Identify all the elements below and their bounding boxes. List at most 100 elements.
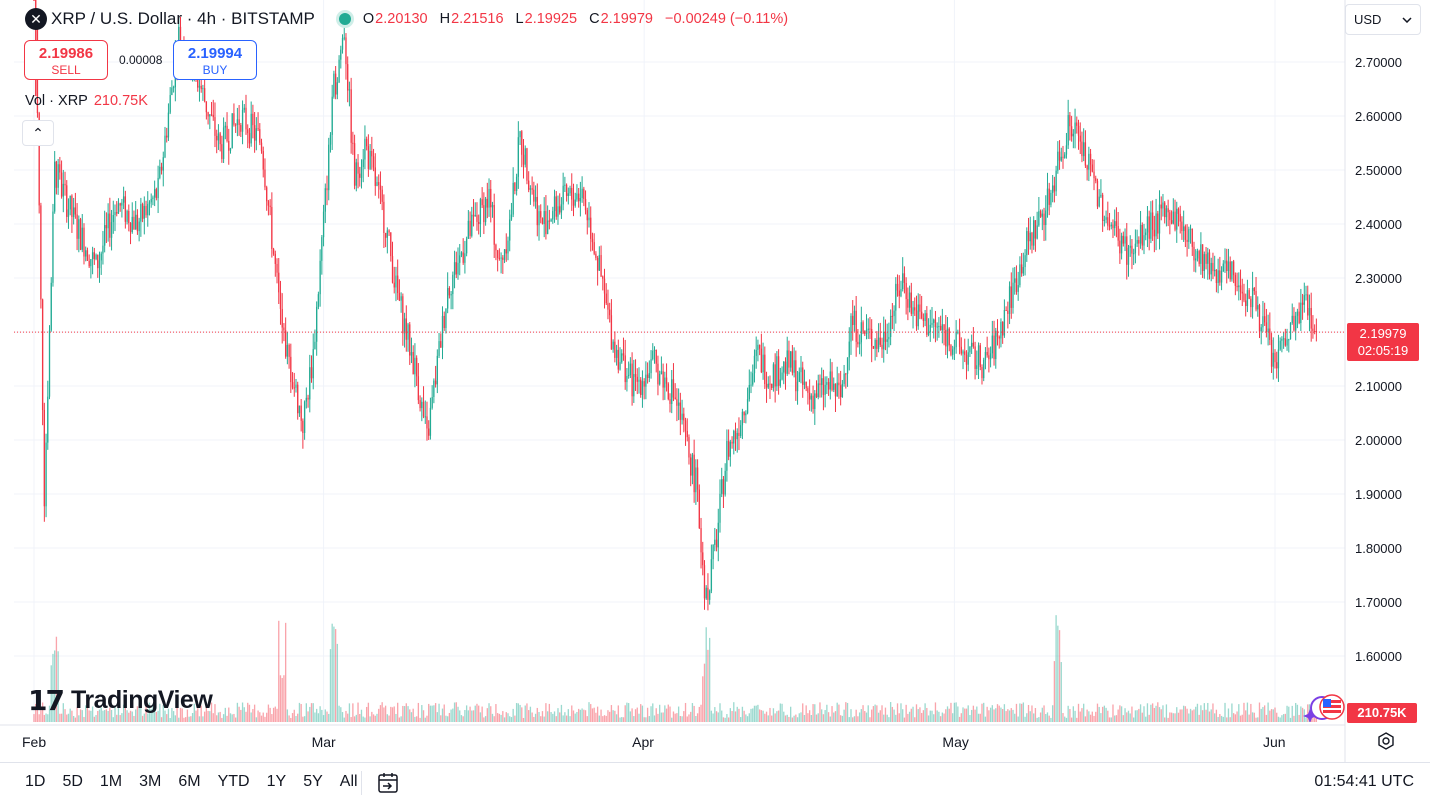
price-tick-label: 1.90000 xyxy=(1355,487,1402,502)
volume-bar xyxy=(612,710,614,722)
candle xyxy=(307,394,309,408)
candle xyxy=(1208,249,1211,280)
candle xyxy=(672,363,675,402)
candle xyxy=(98,251,101,283)
candle xyxy=(1051,174,1054,203)
volume-bar xyxy=(41,702,44,722)
volume-bar xyxy=(160,717,163,722)
low-label: L xyxy=(515,11,524,27)
volume-bar xyxy=(1224,702,1226,722)
candle xyxy=(360,159,363,189)
candle xyxy=(334,66,337,100)
volume-bar xyxy=(472,710,475,722)
candle xyxy=(78,215,80,253)
volume-bar xyxy=(902,709,904,722)
volume-bar xyxy=(665,708,668,722)
news-badge-icon[interactable] xyxy=(1302,692,1346,722)
range-6m[interactable]: 6M xyxy=(178,773,201,790)
candle xyxy=(153,180,156,207)
candle xyxy=(1241,278,1243,307)
candle xyxy=(1114,209,1116,236)
candle xyxy=(1155,198,1157,251)
collapse-legend-button[interactable]: ⌃ xyxy=(22,120,54,146)
volume-bar xyxy=(688,714,690,722)
volume-bar xyxy=(1245,710,1247,722)
tradingview-logo[interactable]: 17 TradingView xyxy=(28,684,213,717)
candle xyxy=(1127,244,1130,277)
sell-button[interactable]: 2.19986 SELL xyxy=(24,40,108,80)
candle xyxy=(519,130,521,145)
candle xyxy=(1220,266,1223,291)
x-logo-icon[interactable]: ✕ xyxy=(25,8,47,30)
candle xyxy=(650,350,652,379)
volume-bar xyxy=(1041,707,1043,722)
volume-bar xyxy=(841,715,844,722)
candle xyxy=(795,350,797,401)
candle xyxy=(221,135,223,163)
range-ytd[interactable]: YTD xyxy=(217,773,250,790)
range-1y[interactable]: 1Y xyxy=(266,773,287,790)
volume-bar xyxy=(822,714,825,722)
range-5y[interactable]: 5Y xyxy=(303,773,323,790)
candle xyxy=(1258,303,1261,339)
candle xyxy=(262,146,264,178)
range-3m[interactable]: 3M xyxy=(139,773,162,790)
candle xyxy=(465,236,468,257)
candle xyxy=(236,107,239,137)
candle xyxy=(645,361,647,400)
volume-bar xyxy=(540,716,542,722)
price-tick-label: 1.70000 xyxy=(1355,595,1402,610)
volume-bar xyxy=(667,704,669,722)
candle xyxy=(85,246,87,262)
chevron-down-icon xyxy=(1402,16,1412,23)
candle xyxy=(148,200,151,216)
volume-bar xyxy=(300,704,302,722)
volume-bar xyxy=(795,714,797,722)
range-5d[interactable]: 5D xyxy=(62,773,83,790)
volume-bar xyxy=(253,704,256,722)
candle xyxy=(1046,172,1049,218)
volume-bar xyxy=(45,713,47,722)
buy-button[interactable]: 2.19994 BUY xyxy=(173,40,257,80)
volume-bar xyxy=(36,705,39,722)
currency-select[interactable]: USD xyxy=(1345,4,1421,35)
candle xyxy=(372,148,375,172)
volume-bar xyxy=(317,713,320,722)
candle xyxy=(596,255,599,286)
volume-bar xyxy=(600,709,602,722)
volume-bar xyxy=(602,716,604,722)
candle xyxy=(1027,217,1030,255)
candle xyxy=(391,241,394,284)
volume-bar xyxy=(1096,703,1099,722)
chart-title[interactable]: XRP / U.S. Dollar · 4h · BITSTAMP xyxy=(51,9,315,28)
market-status-icon[interactable] xyxy=(338,13,351,25)
range-1d[interactable]: 1D xyxy=(25,773,46,790)
candle xyxy=(379,171,382,205)
range-1m[interactable]: 1M xyxy=(99,773,123,790)
candle xyxy=(1062,145,1064,169)
volume-bar xyxy=(417,702,420,722)
volume-legend[interactable]: Vol · XRP 210.75K xyxy=(25,93,148,109)
volume-bar xyxy=(993,709,995,722)
candle xyxy=(128,204,130,232)
volume-bar xyxy=(1045,714,1047,722)
range-all[interactable]: All xyxy=(339,773,358,790)
volume-bar xyxy=(310,703,313,722)
gear-icon[interactable] xyxy=(1375,731,1397,753)
candle xyxy=(1095,175,1097,184)
volume-bar xyxy=(350,717,352,722)
volume-bar xyxy=(107,710,109,722)
volume-bar xyxy=(124,703,127,722)
volume-bar xyxy=(952,713,954,722)
candle xyxy=(998,335,1000,349)
volume-bar xyxy=(67,713,70,722)
candle xyxy=(1117,211,1119,247)
candle xyxy=(169,87,171,115)
volume-bar xyxy=(743,710,745,722)
calendar-goto-icon[interactable] xyxy=(376,771,400,795)
price-chart[interactable]: 2.700002.600002.500002.400002.300002.200… xyxy=(0,0,1430,762)
clock-utc[interactable]: 01:54:41 UTC xyxy=(1314,773,1414,790)
candle xyxy=(1103,215,1106,227)
candle xyxy=(1014,267,1016,295)
candle xyxy=(667,382,669,401)
